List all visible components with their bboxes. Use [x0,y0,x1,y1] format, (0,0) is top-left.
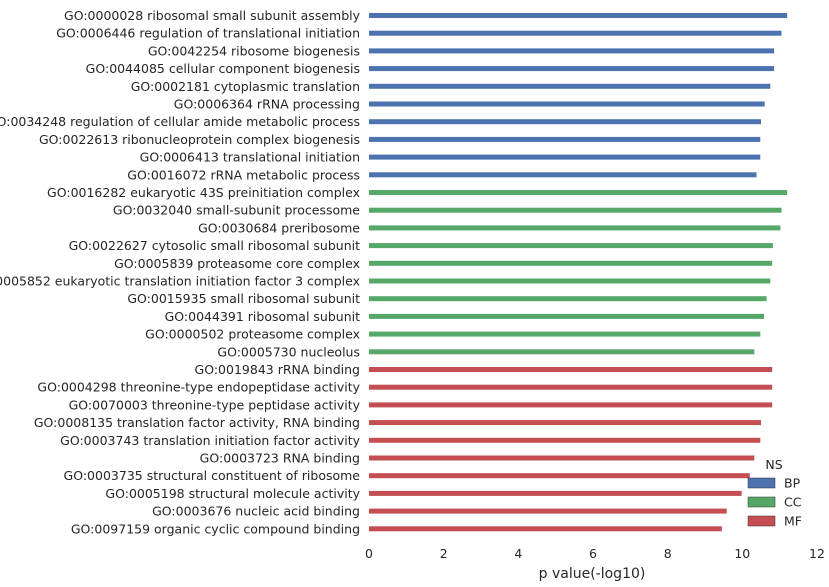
legend-label-cc: CC [784,495,802,510]
bars-layer [369,13,788,532]
bar-bp-0 [369,13,788,18]
category-labels: GO:0000028 ribosomal small subunit assem… [0,8,361,536]
x-tick-label-6: 6 [589,546,597,561]
category-label-bp-0: GO:0000028 ribosomal small subunit assem… [64,8,361,23]
category-label-mf-7: GO:0005198 structural molecule activity [105,486,360,501]
legend-title: NS [765,457,782,472]
bar-bp-9 [369,172,757,178]
category-label-cc-7: GO:0044391 ribosomal subunit [165,309,360,324]
category-label-bp-3: GO:0044085 cellular component biogenesis [86,61,360,76]
bar-bp-6 [369,119,761,125]
legend-swatch-mf [747,515,776,527]
bar-cc-6 [369,296,767,302]
legend: NS BP CC MF [747,457,802,529]
bar-mf-1 [369,384,773,390]
category-label-mf-4: GO:0003743 translation initiation factor… [60,433,360,448]
x-axis: 0 2 4 6 8 10 12 [365,546,825,561]
bar-mf-7 [369,490,742,496]
category-label-cc-1: GO:0032040 small-subunit processome [113,203,360,218]
category-label-cc-2: GO:0030684 preribosome [198,220,360,235]
category-label-mf-6: GO:0003735 structural constituent of rib… [64,468,361,483]
category-label-bp-4: GO:0002181 cytoplasmic translation [131,79,360,94]
category-label-bp-2: GO:0042254 ribosome biogenesis [148,43,360,58]
bar-bp-7 [369,136,761,142]
category-label-cc-3: GO:0022627 cytosolic small ribosomal sub… [69,238,361,253]
bar-bp-3 [369,66,775,72]
bar-mf-2 [369,402,773,408]
legend-label-bp: BP [784,476,801,491]
bar-cc-7 [369,313,764,319]
category-label-bp-5: GO:0006364 rRNA processing [174,97,360,112]
category-label-bp-1: GO:0006446 regulation of translational i… [56,26,360,41]
bar-bp-2 [369,48,775,54]
x-tick-label-2: 2 [440,546,448,561]
category-label-cc-6: GO:0015935 small ribosomal subunit [127,291,360,306]
category-label-bp-7: GO:0022613 ribonucleoprotein complex bio… [39,132,360,147]
category-label-mf-2: GO:0070003 threonine-type peptidase acti… [69,397,361,412]
bar-bp-1 [369,30,782,36]
x-tick-label-10: 10 [734,546,750,561]
bar-cc-0 [369,190,788,195]
bar-cc-3 [369,243,773,249]
bar-bp-4 [369,83,771,89]
category-label-cc-8: GO:0000502 proteasome complex [145,327,360,342]
x-tick-label-8: 8 [664,546,672,561]
category-label-mf-8: GO:0003676 nucleic acid binding [152,504,360,519]
bar-cc-2 [369,225,781,231]
category-label-mf-3: GO:0008135 translation factor activity, … [34,415,360,430]
bar-cc-5 [369,278,771,284]
category-label-cc-0: GO:0016282 eukaryotic 43S preinitiation … [47,185,360,200]
category-label-bp-9: GO:0016072 rRNA metabolic process [127,167,360,182]
bar-mf-5 [369,455,755,461]
bar-bp-5 [369,101,765,107]
category-label-cc-5: GO:0005852 eukaryotic translation initia… [0,274,360,289]
bar-mf-3 [369,420,761,426]
x-tick-label-0: 0 [365,546,373,561]
category-label-mf-1: GO:0004298 threonine-type endopeptidase … [37,380,360,395]
category-label-bp-8: GO:0006413 translational initiation [140,150,360,165]
bar-cc-8 [369,331,761,337]
category-label-bp-6: GO:0034248 regulation of cellular amide … [0,114,360,129]
bar-mf-0 [369,367,773,372]
bar-mf-9 [369,526,722,532]
bar-cc-1 [369,207,782,213]
bar-cc-4 [369,260,773,266]
category-label-mf-9: GO:0097159 organic cyclic compound bindi… [71,521,360,536]
bar-bp-8 [369,154,761,160]
legend-label-mf: MF [784,514,802,529]
category-label-mf-5: GO:0003723 RNA binding [200,451,360,466]
legend-swatch-bp [747,477,776,489]
x-axis-title: p value(-log10) [539,566,646,582]
bar-mf-4 [369,437,761,443]
category-label-cc-9: GO:0005730 nucleolus [217,344,360,359]
bar-mf-8 [369,508,727,514]
bar-cc-9 [369,349,755,355]
bar-mf-6 [369,473,750,479]
category-label-cc-4: GO:0005839 proteasome core complex [114,256,360,271]
legend-swatch-cc [747,496,776,508]
x-tick-label-12: 12 [809,546,825,561]
category-label-mf-0: GO:0019843 rRNA binding [195,362,360,377]
x-tick-label-4: 4 [514,546,522,561]
